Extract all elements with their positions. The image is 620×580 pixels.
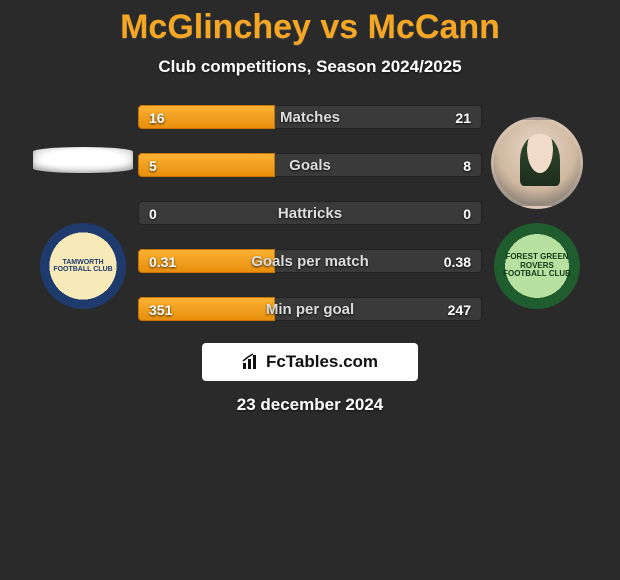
stat-value-left: 351 (139, 298, 182, 322)
stat-row: Goals5 8 (138, 153, 482, 177)
source-text: FcTables.com (266, 352, 378, 372)
stat-label: Matches (139, 105, 481, 129)
stat-value-right: 21 (445, 106, 481, 130)
stat-value-right: 247 (438, 298, 481, 322)
date-text: 23 december 2024 (237, 395, 384, 415)
player-left-avatar (33, 147, 133, 173)
stat-label: Min per goal (139, 297, 481, 321)
stat-value-left: 5 (139, 154, 167, 178)
stat-value-left: 0 (139, 202, 167, 226)
stat-label: Goals per match (139, 249, 481, 273)
stat-value-right: 0.38 (434, 250, 481, 274)
stat-row: Hattricks0 0 (138, 201, 482, 225)
left-player-column: TAMWORTH FOOTBALL CLUB (28, 105, 138, 309)
stat-label: Goals (139, 153, 481, 177)
stat-value-left: 0.31 (139, 250, 186, 274)
stat-value-right: 8 (453, 154, 481, 178)
source-badge: FcTables.com (202, 343, 418, 381)
club-badge-left: TAMWORTH FOOTBALL CLUB (40, 223, 126, 309)
comparison-infographic: McGlinchey vs McCann Club competitions, … (0, 0, 620, 580)
subtitle: Club competitions, Season 2024/2025 (158, 57, 461, 77)
stat-row: Matches16 21 (138, 105, 482, 129)
club-label-left: TAMWORTH FOOTBALL CLUB (48, 259, 118, 273)
right-player-column: FOREST GREEN ROVERS FOOTBALL CLUB (482, 105, 592, 309)
club-label-right: FOREST GREEN ROVERS FOOTBALL CLUB (502, 253, 572, 279)
stat-row: Min per goal351 247 (138, 297, 482, 321)
player-right-avatar (491, 117, 583, 209)
stat-label: Hattricks (139, 201, 481, 225)
stat-row: Goals per match0.31 0.38 (138, 249, 482, 273)
stats-column: Matches16 21 Goals5 8 Hattricks0 0 Goals per m… (138, 105, 482, 321)
stat-value-left: 16 (139, 106, 175, 130)
chart-icon (242, 353, 260, 371)
club-badge-right: FOREST GREEN ROVERS FOOTBALL CLUB (494, 223, 580, 309)
comparison-row: TAMWORTH FOOTBALL CLUB Matches16 21 Goals5… (0, 105, 620, 321)
stat-value-right: 0 (453, 202, 481, 226)
page-title: McGlinchey vs McCann (120, 8, 500, 47)
